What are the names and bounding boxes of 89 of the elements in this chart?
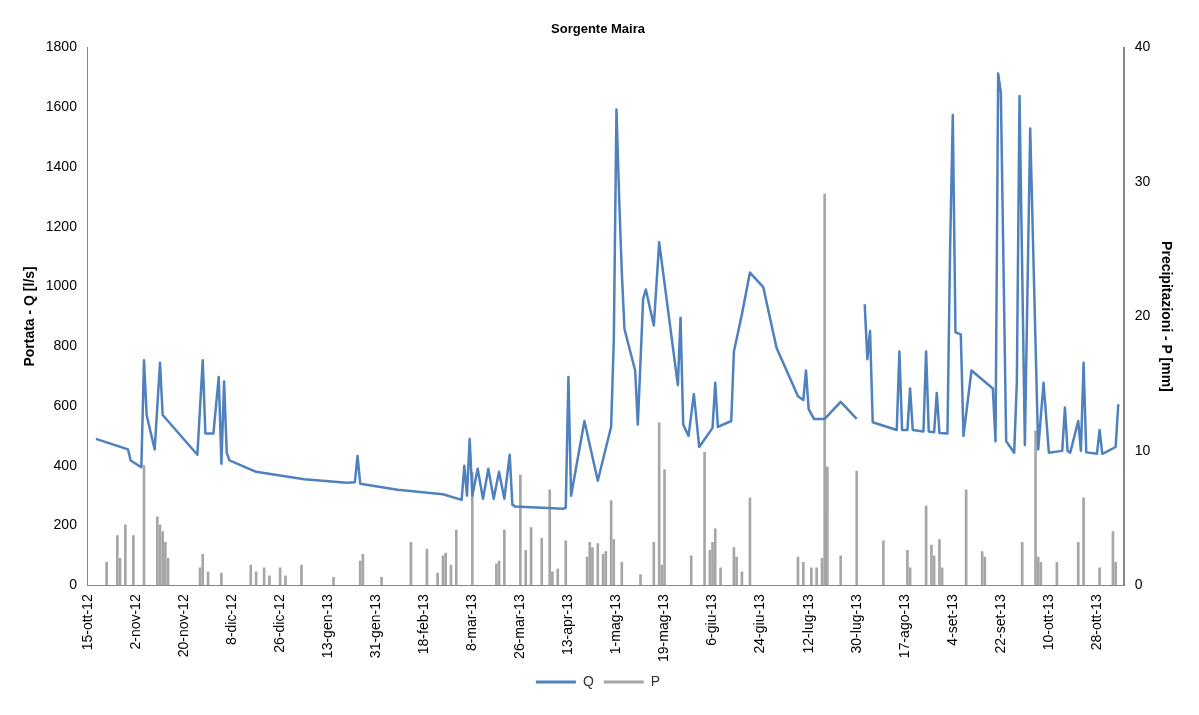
x-tick-label: 12-lug-13 (799, 594, 816, 654)
bar (938, 539, 941, 586)
y-tick-label: 600 (53, 396, 78, 413)
y-tick-label: 0 (69, 576, 78, 593)
x-tick-label: 8-dic-12 (222, 594, 239, 645)
bar (556, 568, 560, 586)
y-tick-label: 800 (53, 337, 78, 354)
x-tick-label: 13-gen-13 (319, 594, 336, 659)
x-tick-label: 22-set-13 (991, 594, 1008, 654)
x-tick-label: 26-mar-13 (511, 594, 528, 659)
bar (620, 562, 624, 586)
y-tick-label: 1000 (45, 277, 78, 294)
bar (801, 562, 805, 586)
x-tick-label: 30-lug-13 (847, 594, 864, 654)
bar (436, 572, 439, 586)
legend-label: Q (582, 672, 594, 689)
bar (380, 576, 383, 586)
chart-title: Sorgente Maira (551, 21, 646, 37)
bar (548, 489, 552, 586)
bar (815, 567, 818, 586)
bar (663, 469, 666, 586)
y-tick-label: 400 (53, 456, 78, 473)
x-tick-label: 15-ott-12 (78, 594, 95, 651)
bar (300, 564, 303, 586)
x-tick-label: 8-mar-13 (463, 594, 480, 652)
legend-label: P (650, 672, 661, 689)
bar (332, 576, 335, 586)
bar (249, 564, 253, 586)
bar (1082, 497, 1085, 586)
bar (268, 575, 271, 586)
y-tick-label: 200 (53, 516, 78, 533)
bar (131, 535, 135, 586)
bar (564, 540, 568, 586)
y2-tick-label: 40 (1134, 38, 1151, 55)
x-tick-label: 2-nov-12 (126, 594, 143, 650)
bar (503, 529, 506, 586)
bar (284, 575, 287, 586)
bar (123, 524, 127, 586)
bar (1076, 541, 1080, 586)
x-tick-label: 26-dic-12 (270, 594, 287, 653)
y-axis-title: Portata - Q [l/s] (21, 266, 38, 367)
bar (524, 550, 528, 586)
bar (930, 544, 933, 586)
bar (588, 541, 592, 586)
y2-axis-title: Precipitazioni - P [mm] (1158, 241, 1175, 392)
bar (906, 550, 909, 586)
bar (201, 554, 205, 586)
bar (703, 451, 706, 586)
bar (713, 528, 717, 586)
bar (220, 572, 223, 586)
bar (105, 562, 108, 586)
y2-tick-label: 30 (1134, 172, 1151, 189)
y2-tick-label: 0 (1134, 576, 1143, 593)
bar (115, 535, 119, 586)
x-tick-label: 6-giu-13 (703, 594, 720, 646)
bar (454, 529, 458, 586)
x-tick-label: 4-set-13 (943, 594, 960, 646)
y-tick-label: 1600 (45, 98, 78, 115)
bar (823, 193, 826, 586)
bar (540, 537, 544, 586)
bar (1098, 567, 1101, 586)
bar (156, 516, 159, 586)
x-tick-label: 1-mag-13 (607, 594, 624, 655)
x-tick-label: 13-apr-13 (559, 594, 576, 655)
x-tick-label: 10-ott-13 (1039, 594, 1056, 651)
x-tick-label: 20-nov-12 (174, 594, 191, 658)
bar (1020, 541, 1024, 586)
x-tick-label: 28-ott-13 (1087, 594, 1104, 651)
y-tick-label: 1200 (45, 217, 78, 234)
bar (809, 567, 813, 586)
y2-tick-label: 20 (1134, 307, 1151, 324)
x-tick-label: 17-ago-13 (895, 594, 912, 659)
x-tick-label: 31-gen-13 (367, 594, 384, 659)
bar (596, 543, 600, 586)
x-tick-label: 18-feb-13 (415, 594, 432, 655)
y2-tick-label: 10 (1134, 441, 1151, 458)
bar (1034, 430, 1037, 586)
x-tick-label: 19-mag-13 (655, 594, 672, 662)
bar (882, 540, 885, 586)
bar (719, 567, 722, 586)
bar (689, 555, 693, 586)
bar (639, 574, 642, 586)
y-tick-label: 1800 (45, 38, 78, 55)
bar (519, 474, 522, 586)
bar (839, 555, 843, 586)
bar (657, 422, 661, 586)
x-tick-label: 24-giu-13 (751, 594, 768, 654)
bar (855, 470, 859, 586)
y-tick-label: 1400 (45, 157, 78, 174)
